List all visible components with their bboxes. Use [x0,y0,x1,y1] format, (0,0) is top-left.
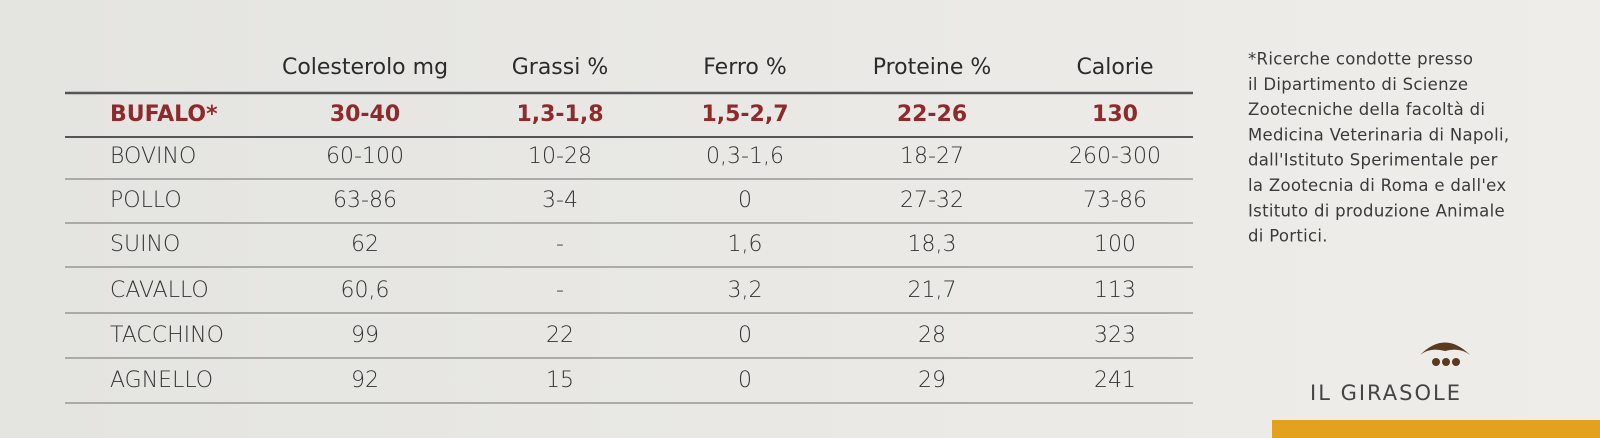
cell-value: 21,7 [908,278,957,303]
cell-value: - [556,232,564,257]
orange-band [1272,420,1600,438]
cell-value: 3-4 [542,188,578,213]
cell-value: 260-300 [1069,144,1161,169]
cell-value: 60-100 [326,144,404,169]
cell-value: 28 [918,323,946,348]
row-label: BUFALO* [110,102,218,127]
cell-value: 73-86 [1083,188,1147,213]
row-label: CAVALLO [110,278,209,303]
cell-value: 100 [1094,232,1136,257]
cell-value: 22 [546,323,574,348]
column-header: Colesterolo mg [282,55,448,80]
cell-value: 30-40 [330,102,400,127]
cell-value: 1,3-1,8 [516,102,603,127]
cell-value: 130 [1092,102,1138,127]
note-line: la Zootecnia di Roma e dall'ex [1248,176,1506,195]
note-line: Medicina Veterinaria di Napoli, [1248,125,1509,144]
cell-value: 18-27 [900,144,964,169]
note-line: Zootecniche della facoltà di [1248,100,1485,119]
row-label: POLLO [110,188,182,213]
cell-value: 99 [351,323,379,348]
row-label: SUINO [110,232,180,257]
cell-value: 27-32 [900,188,964,213]
row-label: TACCHINO [110,323,224,348]
column-header: Calorie [1076,55,1153,80]
cell-value: 113 [1094,278,1136,303]
logo-text: IL GIRASOLE [1310,381,1462,405]
cell-value: 63-86 [333,188,397,213]
cell-value: 3,2 [728,278,763,303]
note-line: *Ricerche condotte presso [1248,50,1473,69]
cell-value: 10-28 [528,144,592,169]
cell-value: 0 [738,188,752,213]
logo-icon [1420,342,1470,366]
column-header: Proteine % [873,55,992,80]
note-line: Istituto di produzione Animale [1248,201,1505,220]
column-header: Ferro % [703,55,787,80]
cell-value: 60,6 [341,278,390,303]
note-line: il Dipartimento di Scienze [1248,75,1468,94]
cell-value: 0 [738,323,752,348]
cell-value: 323 [1094,323,1136,348]
cell-value: 22-26 [897,102,967,127]
cell-value: 1,6 [728,232,763,257]
cell-value: 29 [918,368,946,393]
cell-value: 62 [351,232,379,257]
cell-value: - [556,278,564,303]
cell-value: 241 [1094,368,1136,393]
cell-value: 0 [738,368,752,393]
cell-value: 0,3-1,6 [706,144,784,169]
note-line: dall'Istituto Sperimentale per [1248,151,1498,170]
row-label: BOVINO [110,144,196,169]
cell-value: 18,3 [908,232,957,257]
cell-value: 15 [546,368,574,393]
row-label: AGNELLO [110,368,213,393]
column-header: Grassi % [512,55,609,80]
cell-value: 1,5-2,7 [701,102,788,127]
note-line: di Portici. [1248,227,1328,246]
cell-value: 92 [351,368,379,393]
